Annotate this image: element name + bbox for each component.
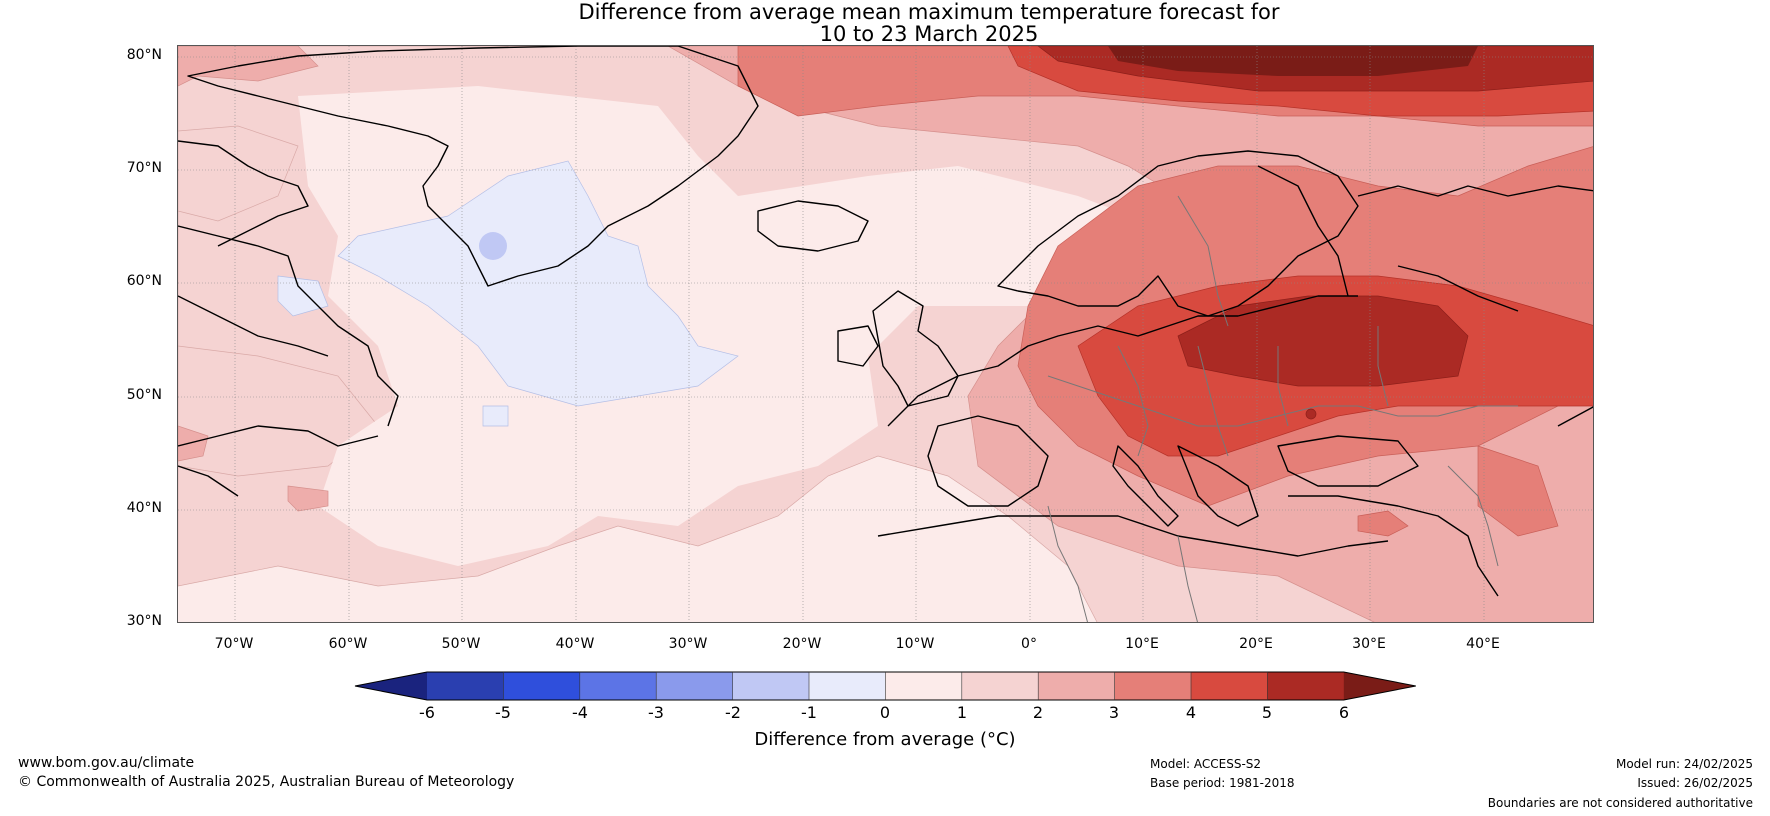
colorbar-segment [656,672,734,700]
colorbar-segment [1038,672,1116,700]
lon-label-20w: 20°W [782,636,822,652]
lon-label-50w: 50°W [441,636,481,652]
colorbar-tick: 5 [1261,703,1273,722]
anomaly-map [177,45,1594,623]
anomaly-field-minus2-minus1 [479,232,507,260]
lon-label-10w: 10°W [895,636,935,652]
colorbar-segment [579,672,657,700]
lon-label-40e: 40°E [1466,636,1500,652]
colorbar-label: Difference from average (°C) [754,729,1016,750]
lon-label-40w: 40°W [555,636,595,652]
lon-label-0: 0° [1021,636,1037,652]
lat-label-70n: 70°N [126,160,162,176]
footer-model-run: Model run: 24/02/2025 [1615,757,1753,771]
footer-issued: Issued: 26/02/2025 [1637,776,1753,790]
colorbar-tick: 1 [956,703,968,722]
anomaly-field-minus1-0 [277,160,739,427]
lon-label-60w: 60°W [328,636,368,652]
country-borders [1047,195,1518,622]
lat-label-80n: 80°N [126,47,162,63]
colorbar-segment [1191,672,1268,700]
colorbar-segment [732,672,810,700]
anomaly-map-svg [178,46,1593,622]
lon-label-30w: 30°W [668,636,708,652]
colorbar-segment [1267,672,1345,700]
map-graticule [178,46,1593,622]
colorbar-tick: -5 [495,703,511,722]
lat-label-60n: 60°N [126,273,162,289]
footer-model: Model: ACCESS-S2 [1150,757,1262,771]
chart-title-line1: Difference from average mean maximum tem… [578,0,1280,24]
colorbar-tick: -2 [725,703,741,722]
colorbar-extend-min [355,672,427,700]
anomaly-field-above-6 [1108,46,1478,76]
lat-label-50n: 50°N [126,387,162,403]
lon-label-30e: 30°E [1352,636,1386,652]
colorbar-tick: 4 [1185,703,1197,722]
chart-title-line2: 10 to 23 March 2025 [819,22,1039,46]
colorbar-outline [354,671,1416,701]
colorbar-tick: -3 [648,703,664,722]
colorbar-segment [427,672,504,700]
colorbar-tick: 0 [879,703,891,722]
colorbar-segment [885,672,963,700]
lon-label-20e: 20°E [1239,636,1273,652]
colorbar-tick: -1 [801,703,817,722]
colorbar-tick: -6 [419,703,435,722]
footer-copyright: © Commonwealth of Australia 2025, Austra… [18,774,515,790]
colorbar-segment [961,672,1039,700]
colorbar-segment [809,672,886,700]
footer-url: www.bom.gov.au/climate [18,755,195,771]
lon-label-10e: 10°E [1125,636,1159,652]
lat-label-40n: 40°N [126,500,162,516]
colorbar-extend-max [1343,672,1416,700]
colorbar-svg [354,671,1416,701]
colorbar-tick: 3 [1108,703,1120,722]
lon-label-70w: 70°W [214,636,254,652]
footer-base-period: Base period: 1981-2018 [1150,776,1295,790]
colorbar-tick: 6 [1338,703,1350,722]
colorbar [0,668,1770,728]
footer-disclaimer: Boundaries are not considered authoritat… [1487,796,1753,810]
colorbar-segment [503,672,581,700]
coastlines [178,46,1593,597]
colorbar-segment [1114,672,1192,700]
colorbar-tick: -4 [572,703,588,722]
colorbar-tick: 2 [1032,703,1044,722]
lat-label-30n: 30°N [126,613,162,629]
